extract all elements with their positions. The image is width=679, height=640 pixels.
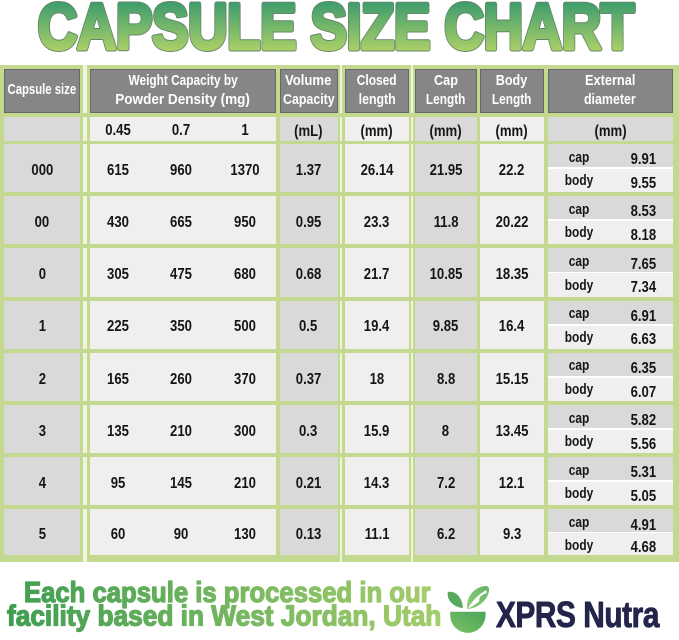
svg-text:CAPSULE SIZE CHART: CAPSULE SIZE CHART — [38, 0, 635, 62]
svg-text:Each capsule is processed in o: Each capsule is processed in our — [24, 575, 431, 608]
svg-text:facility based in West Jordan,: facility based in West Jordan, Utah — [7, 599, 441, 631]
svg-text:XPRS Nutra: XPRS Nutra — [496, 596, 660, 636]
svg-text:CAPSULE SIZE CHART: CAPSULE SIZE CHART — [38, 0, 635, 62]
